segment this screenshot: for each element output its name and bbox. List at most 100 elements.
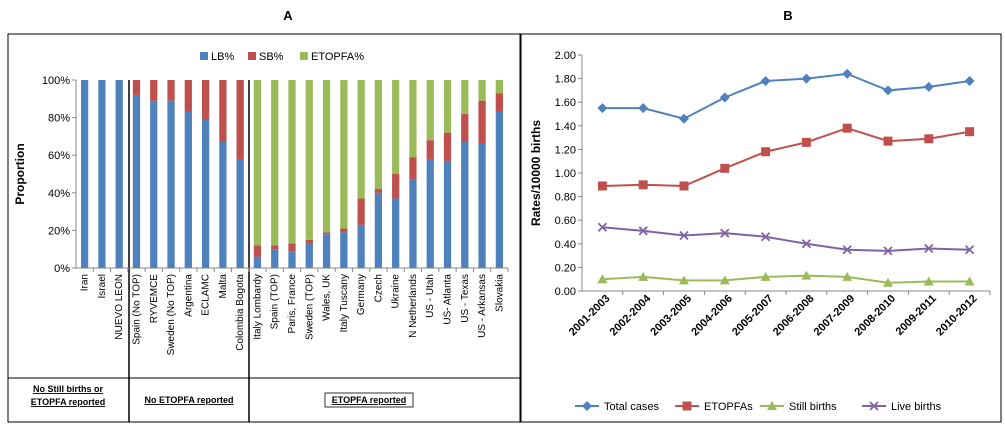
chart-b-point-etopfas [924, 134, 934, 144]
chart-b-point-total-cases [801, 73, 812, 84]
chart-a-bar-sb [409, 157, 417, 180]
chart-a-bar-etopfa [322, 80, 331, 233]
chart-a: 0% 20% 40% 60% 80% 100% Proportion Iran Israel NU… [13, 51, 509, 355]
chart-b-point-still-births [842, 271, 853, 281]
chart-a-x-tick-label: Spain (TOP) [270, 274, 281, 329]
chart-a-bar-sb [219, 80, 227, 143]
chart-a-bar-etopfa [461, 80, 469, 114]
group-label-2: No ETOPFA reported [144, 395, 233, 405]
group-label-1: No Still births or ETOPFA reported [31, 384, 106, 407]
chart-b-point-total-cases [883, 85, 893, 96]
chart-a-bar-lb [409, 179, 417, 268]
chart-a-bar-sb [150, 80, 158, 101]
chart-a-x-tick-label: NUEVO LEON [114, 274, 125, 340]
chart-a-bar-sb [271, 245, 279, 250]
chart-a-x-tick-label: Germany [356, 274, 367, 315]
chart-a-x-tick-label: Paris, France [287, 274, 298, 334]
group-label-1-line-2: ETOPFA reported [31, 397, 106, 407]
chart-b-line-etopfas [602, 127, 970, 187]
chart-a-x-tick-label: Ukraine [391, 274, 402, 309]
chart-a-bar-lb [495, 111, 503, 269]
chart-a-bar-sb [132, 80, 141, 96]
chart-a-bar-sb [322, 232, 331, 235]
chart-a-y-tick-label: 100% [42, 75, 70, 87]
chart-a-y-tick-label: 40% [48, 188, 70, 200]
chart-a-bar-lb [288, 251, 296, 268]
chart-a-bar-sb [340, 228, 348, 233]
chart-a-x-tick-label: Argentina [183, 274, 194, 317]
group-label-3: ETOPFA reported [332, 395, 407, 405]
chart-b-point-still-births [679, 275, 689, 285]
chart-b-point-still-births [801, 270, 812, 280]
chart-a-bar-sb [495, 93, 503, 112]
chart-a-bar-lb [236, 158, 244, 268]
chart-a-bar-lb [478, 143, 486, 268]
chart-b-x-tick-label: 2001-2003 [567, 293, 613, 339]
chart-a-y-tick-label: 60% [48, 150, 70, 162]
chart-a-x-tick-label: Czech [373, 274, 384, 302]
chart-a-bar-lb [98, 80, 106, 268]
chart-a-x-tick-label: Wales, UK [322, 274, 333, 321]
chart-b-point-total-cases [842, 68, 853, 79]
chart-b-legend-label: Total cases [604, 401, 660, 413]
chart-b-legend-marker-still-births [767, 401, 777, 410]
chart-a-x-tick-label: Spain (No TOP) [131, 274, 142, 345]
chart-b-point-total-cases [760, 75, 771, 86]
chart-b-y-tick-label: 1.60 [555, 97, 576, 109]
panel-b-label: B [783, 8, 792, 23]
chart-b-line-live-births [602, 226, 970, 252]
chart-a-y-tick-label: 0% [54, 263, 70, 275]
chart-b-point-etopfas [842, 123, 852, 133]
chart-a-bar-lb [305, 243, 313, 268]
chart-a-bar-lb [443, 160, 452, 268]
chart-a-x-tick-label: Malta [218, 274, 229, 299]
chart-b: 0.00 0.20 0.40 0.60 0.80 1.00 1.20 1.40 1.60 1.80… [529, 50, 991, 413]
chart-b-x-tick-label: 2009-2011 [894, 293, 939, 338]
chart-a-bar-etopfa [271, 80, 279, 246]
chart-b-point-etopfas [597, 181, 607, 191]
chart-a-bar-etopfa [340, 80, 348, 229]
chart-a-bar-lb [132, 95, 141, 268]
chart-a-bar-etopfa [392, 80, 400, 174]
chart-b-point-still-births [719, 275, 730, 285]
chart-a-bar-etopfa [426, 80, 434, 141]
chart-a-y-axis-title: Proportion [13, 143, 27, 204]
chart-a-bar-lb [81, 80, 89, 268]
chart-b-point-still-births [923, 276, 934, 286]
chart-b-point-total-cases [964, 75, 975, 86]
chart-a-bar-lb [201, 119, 210, 268]
chart-b-legend-marker-live-births [869, 401, 879, 411]
chart-a-x-tick-label: Colombia Bogota [235, 274, 246, 351]
chart-b-point-total-cases [923, 81, 934, 92]
chart-a-bar-lb [253, 256, 262, 268]
chart-a-bar-lb [115, 80, 123, 268]
chart-b-y-tick-label: 1.40 [555, 121, 576, 133]
chart-b-y-tick-label: 0.60 [555, 215, 576, 227]
panel-a-label: A [283, 8, 293, 23]
chart-a-x-tick-label: US - Arkansas [477, 274, 488, 338]
chart-b-legend-marker-total-cases [582, 401, 592, 411]
chart-b-point-total-cases [638, 103, 649, 114]
chart-a-bar-lb [184, 111, 192, 269]
chart-a-bar-sb [201, 80, 210, 120]
chart-a-x-tick-label: US- Atlanta [443, 274, 454, 325]
panel-b-frame [520, 33, 1002, 423]
chart-b-y-axis-title: Rates/10000 births [529, 120, 543, 226]
group-label-1-line-1: No Still births or [33, 384, 103, 394]
chart-b-point-etopfas [679, 181, 689, 191]
chart-b-point-live-births [597, 222, 608, 232]
chart-b-line-total-cases [602, 72, 970, 120]
chart-a-y-tick-label: 20% [48, 225, 70, 237]
chart-a-bar-lb [374, 192, 383, 268]
chart-a-x-tick-label: US - Texas [460, 274, 471, 323]
chart-a-legend-label: ETOPFA% [311, 51, 364, 63]
chart-a-bar-sb [426, 140, 434, 159]
chart-b-point-still-births [964, 276, 975, 286]
chart-a-bar-etopfa [409, 80, 417, 158]
chart-b-legend-label: ETOPFAs [704, 401, 753, 413]
chart-b-y-tick-label: 2.00 [555, 50, 576, 62]
chart-a-y-tick-label: 80% [48, 113, 70, 125]
chart-a-bar-sb [374, 189, 383, 193]
chart-a-bar-sb [392, 174, 400, 199]
